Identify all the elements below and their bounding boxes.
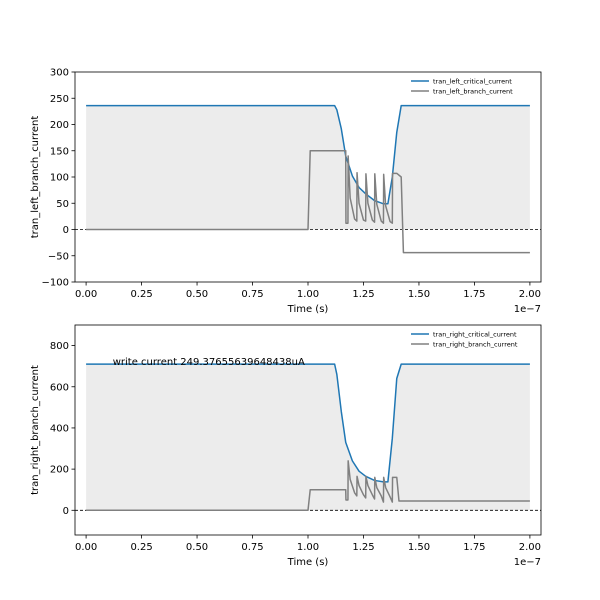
y-tick-label: 200 — [50, 120, 69, 131]
y-tick-label: −100 — [42, 278, 69, 289]
x-tick-label: 0.50 — [186, 289, 208, 300]
x-tick-label: 0.25 — [130, 542, 152, 553]
x-tick-label: 1.75 — [463, 542, 485, 553]
y-tick-label: 400 — [50, 423, 69, 434]
critical-current-fill-area — [86, 105, 530, 230]
x-tick-label: 1.75 — [463, 289, 485, 300]
critical-current-series-line — [86, 104, 530, 205]
y-tick-label: 200 — [50, 465, 69, 476]
x-axis-multiplier: 1e−7 — [514, 304, 541, 315]
x-tick-label: 1.50 — [408, 289, 430, 300]
x-tick-label: 0.75 — [241, 289, 263, 300]
y-tick-label: −50 — [48, 251, 69, 262]
x-tick-label: 0.00 — [75, 542, 97, 553]
y-tick-label: 600 — [50, 382, 69, 393]
y-tick-label: 150 — [50, 146, 69, 157]
legend-entry: tran_right_critical_current — [433, 330, 517, 338]
y-tick-label: 800 — [50, 341, 69, 352]
x-tick-label: 0.50 — [186, 542, 208, 553]
y-tick-label: 300 — [50, 68, 69, 79]
branch-current-series-line — [86, 460, 530, 512]
x-tick-label: 1.50 — [408, 542, 430, 553]
critical-current-series-line — [86, 363, 530, 483]
critical-current-fill-area — [86, 364, 530, 511]
top-chart-panel: 0.00 0.25 0.50 0.75 1.00 1.25 1.50 1.75 2.00 −100… — [30, 68, 542, 315]
x-tick-label: 1.00 — [297, 542, 319, 553]
y-tick-label: 250 — [50, 94, 69, 105]
branch-current-series-line — [86, 150, 530, 254]
x-tick-label: 2.00 — [519, 289, 541, 300]
x-tick-label: 0.75 — [241, 542, 263, 553]
write-current-annotation: write current 249.37655639648438uA — [113, 357, 305, 368]
y-tick-label: 0 — [63, 506, 69, 517]
x-axis-label: Time (s) — [287, 304, 329, 315]
y-axis-label: tran_right_branch_current — [30, 365, 41, 495]
legend-entry: tran_left_critical_current — [433, 77, 512, 85]
y-tick-label: 0 — [63, 225, 69, 236]
legend-entry: tran_left_branch_current — [433, 87, 513, 95]
bottom-chart-panel: 0.00 0.25 0.50 0.75 1.00 1.25 1.50 1.75 2.00 0 200… — [30, 324, 542, 568]
x-tick-label: 0.00 — [75, 289, 97, 300]
legend-entry: tran_right_branch_current — [433, 340, 518, 348]
x-tick-label: 1.00 — [297, 289, 319, 300]
x-tick-label: 1.25 — [352, 289, 374, 300]
x-tick-label: 0.25 — [130, 289, 152, 300]
y-tick-label: 50 — [56, 199, 69, 210]
y-tick-label: 100 — [50, 173, 69, 184]
x-axis-multiplier: 1e−7 — [514, 557, 541, 568]
x-tick-label: 2.00 — [519, 542, 541, 553]
y-axis-label: tran_left_branch_current — [30, 116, 41, 239]
x-tick-label: 1.25 — [352, 542, 374, 553]
x-axis-label: Time (s) — [287, 557, 329, 568]
